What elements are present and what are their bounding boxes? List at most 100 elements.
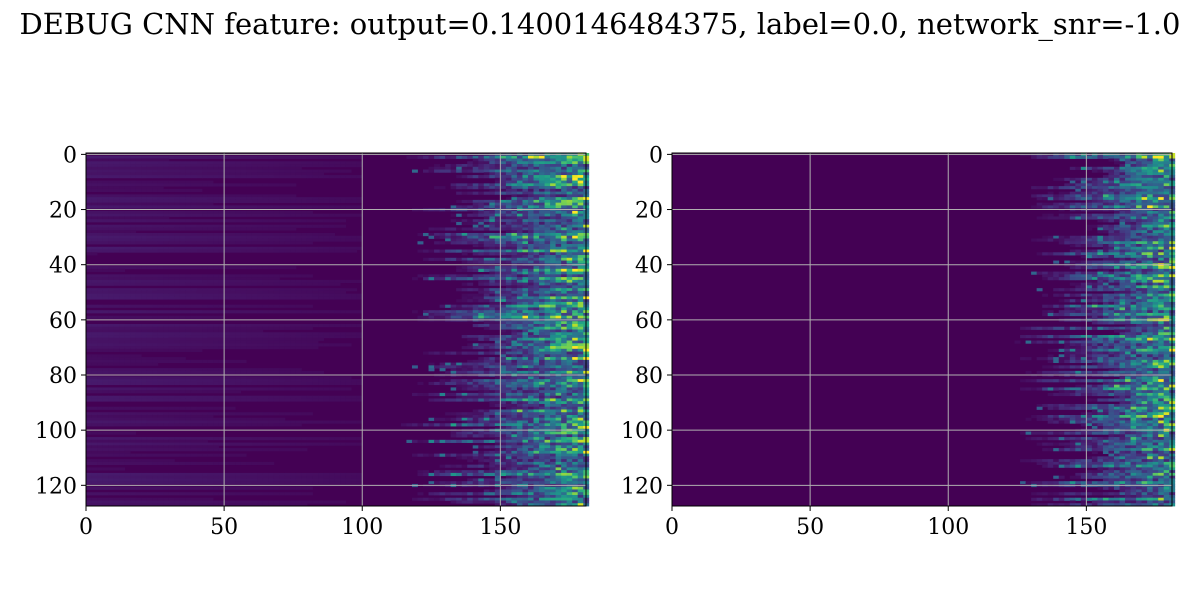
heatmap-cell (544, 205, 551, 209)
heatmap-cell (467, 155, 474, 159)
heatmap-cell (544, 177, 551, 181)
heatmap-cell (295, 197, 302, 201)
heatmap-cell (213, 161, 219, 165)
heatmap-cell (522, 244, 529, 248)
heatmap-cell (550, 357, 557, 361)
heatmap-cell (102, 172, 109, 176)
heatmap-cell (467, 282, 474, 286)
heatmap-cell (163, 304, 170, 308)
heatmap-cell (456, 387, 463, 391)
heatmap-cell (190, 387, 197, 391)
heatmap-cell (544, 390, 551, 394)
heatmap-cell (202, 210, 208, 215)
heatmap-cell (306, 323, 313, 328)
heatmap-cell (202, 199, 208, 204)
heatmap-cell (218, 381, 225, 386)
heatmap-cell (539, 321, 545, 325)
heatmap-cell (572, 357, 579, 361)
heatmap-cell (179, 219, 186, 223)
heatmap-cell (119, 169, 126, 173)
heatmap-cell (483, 191, 490, 195)
heatmap-cell (91, 340, 98, 344)
heatmap-cell (168, 188, 175, 193)
heatmap-cell (489, 183, 496, 187)
heatmap-cell (516, 164, 523, 168)
heatmap-cell (505, 213, 512, 217)
heatmap-cell (550, 359, 557, 363)
heatmap-cell (224, 172, 231, 176)
heatmap-cell (550, 414, 557, 419)
heatmap-cell (102, 161, 109, 165)
heatmap-cell (572, 232, 579, 237)
heatmap-cell (141, 296, 148, 300)
heatmap-cell (561, 177, 568, 181)
heatmap-cell (113, 219, 120, 223)
heatmap-cell (290, 326, 297, 330)
heatmap-cell (572, 183, 579, 187)
heatmap-cell (489, 260, 496, 264)
heatmap-cell (157, 155, 164, 159)
heatmap-cell (273, 326, 280, 330)
heatmap-cell (494, 268, 501, 272)
heatmap-cell (577, 180, 584, 184)
heatmap-cell (489, 392, 496, 397)
heatmap-cell (273, 343, 280, 347)
heatmap-cell (279, 368, 286, 372)
heatmap-cell (439, 235, 446, 239)
heatmap-cell (561, 348, 568, 352)
heatmap-cell (196, 169, 203, 173)
heatmap-cell (522, 321, 529, 325)
heatmap-cell (273, 277, 280, 281)
heatmap-cell (179, 175, 186, 179)
heatmap-cell (505, 326, 512, 330)
heatmap-cell (251, 346, 258, 350)
heatmap-cell (213, 166, 219, 170)
heatmap-cell (467, 235, 474, 239)
heatmap-cell (130, 232, 137, 237)
heatmap-cell (202, 390, 208, 394)
heatmap-cell (489, 387, 496, 391)
heatmap-cell (566, 271, 573, 275)
heatmap-cell (240, 227, 247, 231)
heatmap-cell (196, 310, 203, 314)
heatmap-cell (207, 213, 214, 217)
heatmap-cell (146, 155, 153, 159)
heatmap-cell (544, 403, 551, 408)
heatmap-cell (202, 406, 208, 410)
heatmap-cell (555, 304, 562, 308)
heatmap-cell (561, 370, 568, 375)
heatmap-cell (478, 224, 485, 228)
heatmap-cell (229, 166, 236, 170)
heatmap-cell (572, 412, 579, 416)
heatmap-cell (306, 304, 313, 308)
heatmap-cell (527, 249, 534, 253)
heatmap-cell (494, 210, 501, 215)
heatmap-cell (500, 238, 507, 242)
heatmap-cell (550, 282, 557, 286)
heatmap-cell (119, 288, 126, 292)
heatmap-cell (97, 326, 103, 330)
heatmap-cell (329, 205, 336, 209)
heatmap-cell (301, 310, 308, 314)
heatmap-cell (577, 398, 584, 402)
heatmap-cell (527, 238, 534, 242)
heatmap-cell (141, 219, 148, 223)
heatmap-cell (190, 161, 197, 165)
heatmap-cell (91, 169, 98, 173)
heatmap-cell (157, 379, 164, 383)
heatmap-cell (279, 323, 286, 328)
heatmap-cell (577, 285, 584, 289)
heatmap-cell (130, 266, 137, 270)
heatmap-cell (213, 359, 219, 363)
heatmap-cell (522, 279, 529, 284)
heatmap-cell (544, 412, 551, 416)
heatmap-cell (456, 219, 463, 223)
heatmap-cell (91, 379, 98, 383)
heatmap-cell (135, 277, 142, 281)
heatmap-cell (423, 312, 429, 317)
heatmap-cell (196, 246, 203, 250)
heatmap-cell (572, 282, 579, 286)
heatmap-cell (135, 335, 142, 339)
heatmap-cell (124, 219, 131, 223)
heatmap-cell (456, 362, 463, 366)
